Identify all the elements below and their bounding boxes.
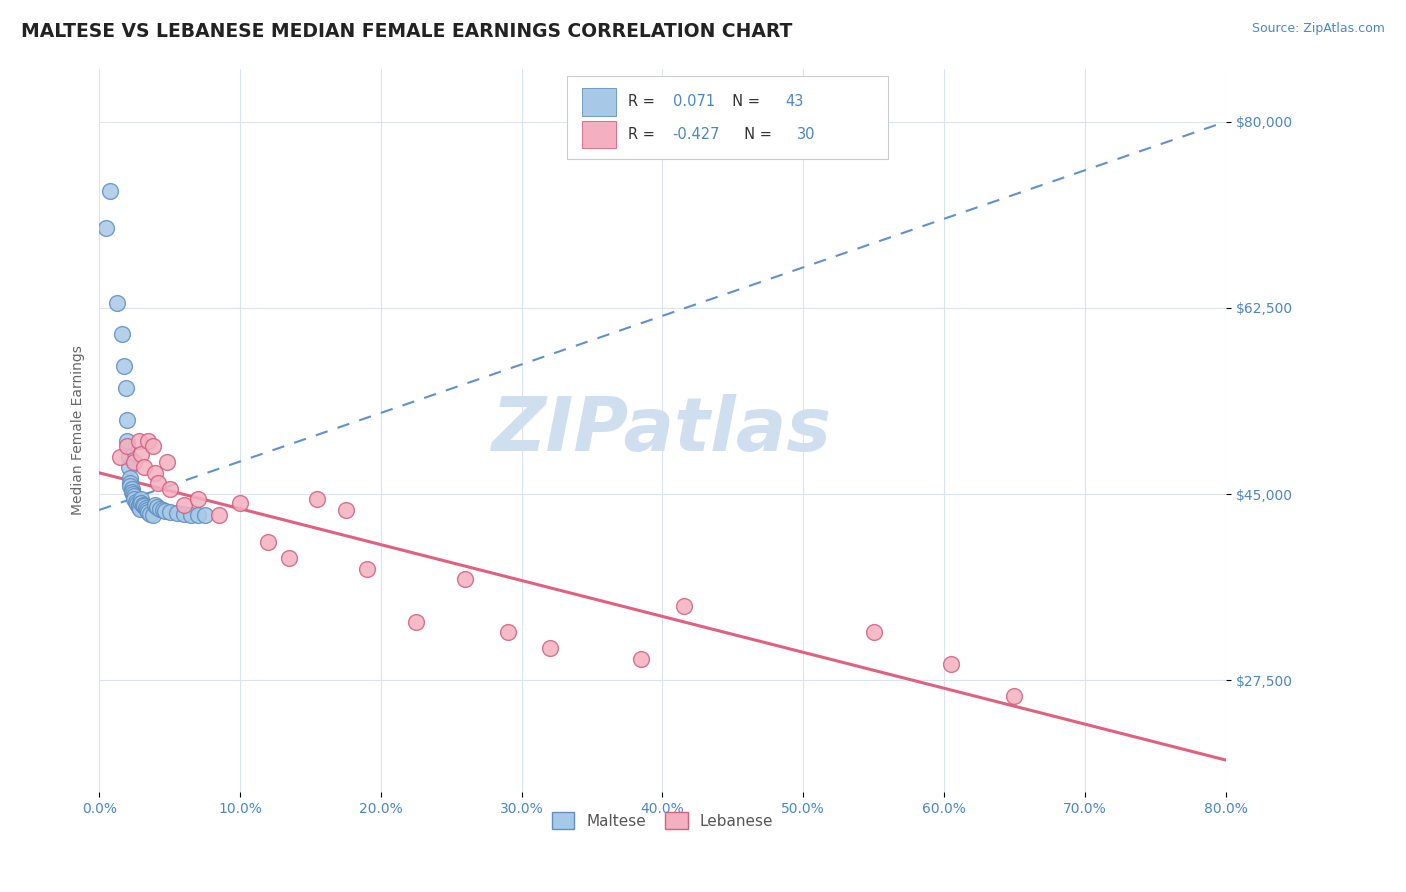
Point [139, 508, 162, 522]
Point [129, 502, 152, 516]
Point [257, 535, 280, 549]
Point [125, 494, 148, 508]
Point [166, 506, 188, 520]
Point [335, 503, 357, 517]
Point [131, 492, 153, 507]
Point [152, 503, 174, 517]
Point [208, 508, 231, 523]
Point [118, 450, 141, 464]
Point [187, 508, 209, 523]
Point [148, 476, 170, 491]
Point [107, 295, 129, 310]
Point [128, 434, 150, 448]
Text: N =: N = [723, 95, 765, 110]
Y-axis label: Median Female Earnings: Median Female Earnings [72, 345, 86, 516]
Point [672, 599, 695, 613]
Point [136, 503, 159, 517]
Point [135, 500, 157, 515]
Point [454, 572, 477, 586]
Point [96, 221, 118, 235]
Point [117, 434, 139, 448]
Point [356, 561, 378, 575]
Point [194, 508, 217, 523]
Point [110, 450, 132, 464]
Point [1004, 690, 1026, 704]
Point [118, 460, 141, 475]
Point [278, 550, 301, 565]
Point [122, 487, 145, 501]
Point [114, 359, 136, 374]
Text: ZIPatlas: ZIPatlas [492, 393, 832, 467]
Point [145, 498, 167, 512]
Point [145, 466, 167, 480]
Point [155, 504, 177, 518]
Legend: Maltese, Lebanese: Maltese, Lebanese [546, 806, 779, 835]
Point [405, 615, 427, 629]
Point [142, 439, 165, 453]
Point [120, 476, 142, 491]
Point [128, 500, 150, 514]
Point [121, 485, 143, 500]
Text: -0.427: -0.427 [672, 127, 720, 142]
Point [159, 505, 181, 519]
Text: 43: 43 [785, 95, 804, 110]
Text: R =: R = [627, 127, 659, 142]
Point [117, 439, 139, 453]
Point [138, 434, 160, 448]
Point [128, 498, 150, 512]
Point [132, 498, 155, 512]
Point [131, 447, 153, 461]
Point [138, 505, 160, 519]
Point [862, 625, 884, 640]
Point [939, 657, 962, 672]
Text: Source: ZipAtlas.com: Source: ZipAtlas.com [1251, 22, 1385, 36]
Bar [567, 76, 887, 159]
Point [496, 625, 519, 640]
Point [156, 455, 179, 469]
Point [127, 497, 149, 511]
Text: 30: 30 [796, 127, 815, 142]
Point [134, 460, 156, 475]
Point [173, 498, 195, 512]
Point [131, 495, 153, 509]
Point [630, 652, 652, 666]
Point [120, 478, 142, 492]
Point [187, 492, 209, 507]
Point [173, 508, 195, 522]
Point [159, 482, 181, 496]
Point [134, 499, 156, 513]
Text: R =: R = [627, 95, 659, 110]
Point [124, 492, 146, 507]
Point [115, 381, 138, 395]
Point [538, 641, 561, 656]
Point [307, 492, 329, 507]
Bar [582, 120, 616, 148]
Point [124, 489, 146, 503]
Point [117, 412, 139, 426]
Point [229, 495, 252, 509]
Point [121, 482, 143, 496]
Text: N =: N = [734, 127, 776, 142]
Bar [582, 88, 616, 116]
Point [100, 184, 122, 198]
Point [120, 471, 142, 485]
Text: 0.071: 0.071 [672, 95, 714, 110]
Point [142, 508, 165, 523]
Point [146, 500, 169, 514]
Text: MALTESE VS LEBANESE MEDIAN FEMALE EARNINGS CORRELATION CHART: MALTESE VS LEBANESE MEDIAN FEMALE EARNIN… [21, 22, 793, 41]
Point [111, 327, 134, 342]
Point [124, 455, 146, 469]
Point [180, 508, 202, 523]
Point [149, 502, 172, 516]
